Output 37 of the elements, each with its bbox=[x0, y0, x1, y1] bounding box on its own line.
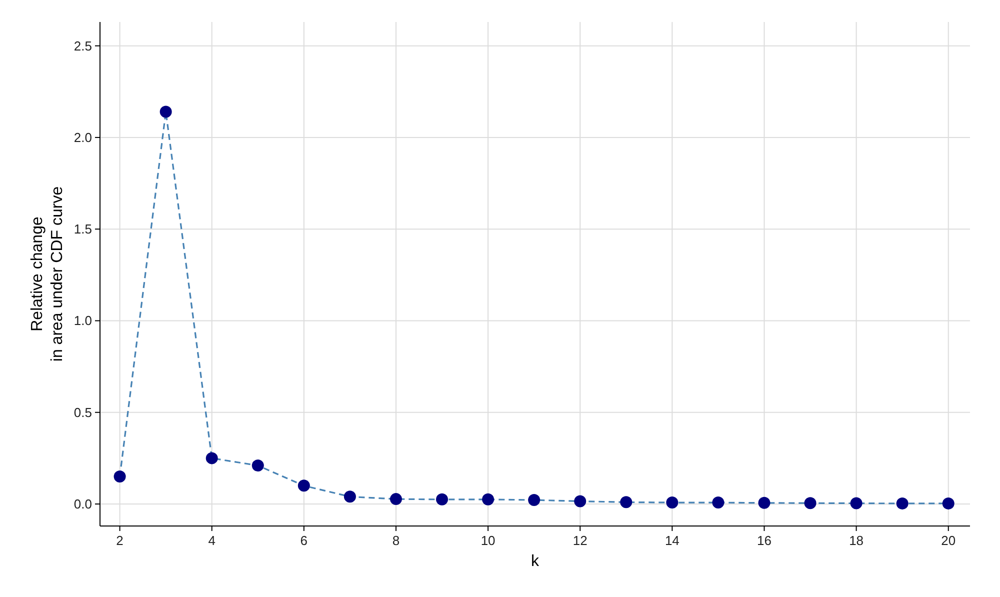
point bbox=[298, 480, 310, 492]
y-tick-label: 1.5 bbox=[74, 222, 92, 237]
point bbox=[206, 452, 218, 464]
point bbox=[482, 493, 494, 506]
point bbox=[528, 494, 540, 506]
point bbox=[436, 493, 448, 506]
point bbox=[252, 460, 264, 472]
point bbox=[390, 493, 402, 506]
point bbox=[850, 497, 862, 510]
x-tick-label: 16 bbox=[757, 533, 772, 548]
y-tick-label: 0.0 bbox=[74, 496, 92, 512]
point bbox=[942, 497, 954, 510]
point bbox=[896, 497, 908, 510]
y-tick-label: 0.5 bbox=[74, 404, 92, 420]
point bbox=[114, 470, 126, 483]
x-tick-label: 8 bbox=[392, 533, 400, 548]
x-tick-label: 6 bbox=[300, 533, 308, 548]
x-tick-label: 14 bbox=[664, 533, 680, 548]
y-tick-label: 2.0 bbox=[74, 130, 92, 145]
x-tick-label: 2 bbox=[116, 533, 124, 548]
x-axis-title: k bbox=[531, 553, 540, 570]
x-tick-label: 10 bbox=[480, 533, 496, 548]
point bbox=[620, 496, 632, 508]
point bbox=[758, 496, 770, 509]
x-tick-label: 12 bbox=[572, 533, 588, 548]
point bbox=[344, 490, 356, 503]
point bbox=[574, 495, 586, 508]
x-tick-label: 20 bbox=[941, 533, 956, 548]
x-tick-label: 4 bbox=[208, 533, 216, 548]
point bbox=[160, 106, 172, 118]
y-tick-label: 2.5 bbox=[74, 38, 92, 54]
point bbox=[712, 496, 724, 509]
y-axis-title: Relative change in area under CDF curve bbox=[29, 186, 66, 362]
x-tick-label: 18 bbox=[849, 533, 864, 548]
point bbox=[666, 496, 678, 509]
y-tick-label: 1.0 bbox=[74, 313, 92, 328]
point bbox=[804, 497, 816, 510]
